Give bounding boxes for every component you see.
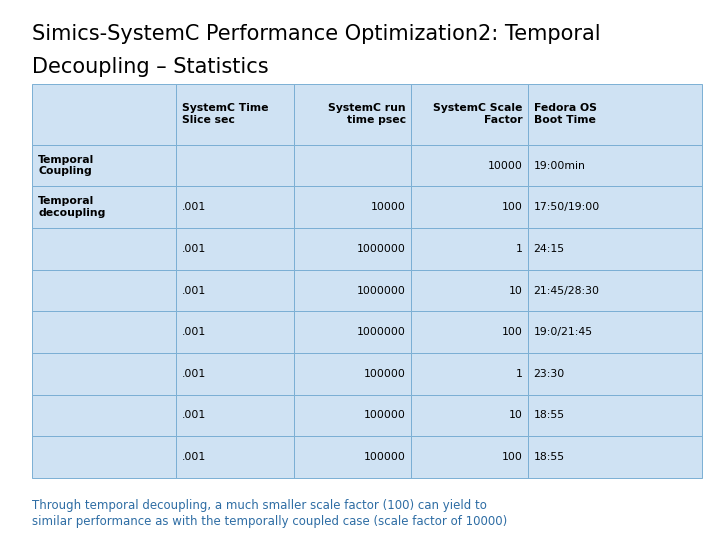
Bar: [176, 84, 294, 145]
Text: 1000000: 1000000: [357, 286, 405, 295]
Text: Fedora OS
Boot Time: Fedora OS Boot Time: [534, 104, 597, 125]
Text: 100: 100: [502, 327, 523, 337]
Text: .001: .001: [182, 244, 207, 254]
Bar: [294, 436, 410, 478]
Text: 10000: 10000: [371, 202, 405, 212]
Bar: [294, 269, 410, 312]
Bar: [528, 228, 702, 269]
Text: 18:55: 18:55: [534, 410, 564, 421]
Bar: [32, 269, 176, 312]
Text: 21:45/28:30: 21:45/28:30: [534, 286, 600, 295]
Bar: [528, 186, 702, 228]
Bar: [176, 436, 294, 478]
Text: .001: .001: [182, 369, 207, 379]
Bar: [294, 228, 410, 269]
Bar: [528, 145, 702, 186]
Text: 100000: 100000: [364, 410, 405, 421]
Text: 19:0/21:45: 19:0/21:45: [534, 327, 593, 337]
Bar: [528, 353, 702, 395]
Bar: [410, 312, 528, 353]
Bar: [410, 269, 528, 312]
Text: Simics-SystemC Performance Optimization2: Temporal: Simics-SystemC Performance Optimization2…: [32, 24, 601, 44]
Text: 18:55: 18:55: [534, 452, 564, 462]
Bar: [528, 312, 702, 353]
Bar: [32, 395, 176, 436]
Bar: [410, 353, 528, 395]
Bar: [294, 84, 410, 145]
Bar: [294, 353, 410, 395]
Bar: [32, 186, 176, 228]
Text: 24:15: 24:15: [534, 244, 564, 254]
Text: .001: .001: [182, 452, 207, 462]
Text: .001: .001: [182, 286, 207, 295]
Text: 100000: 100000: [364, 369, 405, 379]
Bar: [176, 312, 294, 353]
Bar: [528, 436, 702, 478]
Text: SystemC run
time psec: SystemC run time psec: [328, 104, 405, 125]
Text: 100: 100: [502, 452, 523, 462]
Bar: [32, 145, 176, 186]
Text: Decoupling – Statistics: Decoupling – Statistics: [32, 57, 269, 77]
Text: SystemC Time
Slice sec: SystemC Time Slice sec: [182, 104, 269, 125]
Text: 19:00min: 19:00min: [534, 160, 585, 171]
Text: .001: .001: [182, 410, 207, 421]
Bar: [176, 395, 294, 436]
Text: Temporal
Coupling: Temporal Coupling: [38, 155, 94, 177]
Text: 17:50/19:00: 17:50/19:00: [534, 202, 600, 212]
Bar: [176, 269, 294, 312]
Text: 1: 1: [516, 244, 523, 254]
Text: 1000000: 1000000: [357, 327, 405, 337]
Bar: [294, 186, 410, 228]
Bar: [32, 84, 176, 145]
Bar: [294, 395, 410, 436]
Bar: [410, 228, 528, 269]
Text: 1: 1: [516, 369, 523, 379]
Bar: [410, 84, 528, 145]
Text: 100000: 100000: [364, 452, 405, 462]
Bar: [410, 395, 528, 436]
Bar: [176, 186, 294, 228]
Text: .001: .001: [182, 327, 207, 337]
Bar: [32, 436, 176, 478]
Bar: [528, 84, 702, 145]
Bar: [410, 145, 528, 186]
Text: 1000000: 1000000: [357, 244, 405, 254]
Text: Through temporal decoupling, a much smaller scale factor (100) can yield to
simi: Through temporal decoupling, a much smal…: [32, 500, 508, 528]
Bar: [176, 228, 294, 269]
Text: 10000: 10000: [488, 160, 523, 171]
Text: 100: 100: [502, 202, 523, 212]
Bar: [294, 312, 410, 353]
Bar: [410, 186, 528, 228]
Text: SystemC Scale
Factor: SystemC Scale Factor: [433, 104, 523, 125]
Bar: [32, 312, 176, 353]
Bar: [528, 395, 702, 436]
Bar: [32, 228, 176, 269]
Bar: [528, 269, 702, 312]
Text: 10: 10: [509, 410, 523, 421]
Text: .001: .001: [182, 202, 207, 212]
Bar: [32, 353, 176, 395]
Text: 23:30: 23:30: [534, 369, 565, 379]
Bar: [176, 145, 294, 186]
Text: 10: 10: [509, 286, 523, 295]
Bar: [294, 145, 410, 186]
Bar: [410, 436, 528, 478]
Text: Temporal
decoupling: Temporal decoupling: [38, 197, 106, 218]
Bar: [176, 353, 294, 395]
